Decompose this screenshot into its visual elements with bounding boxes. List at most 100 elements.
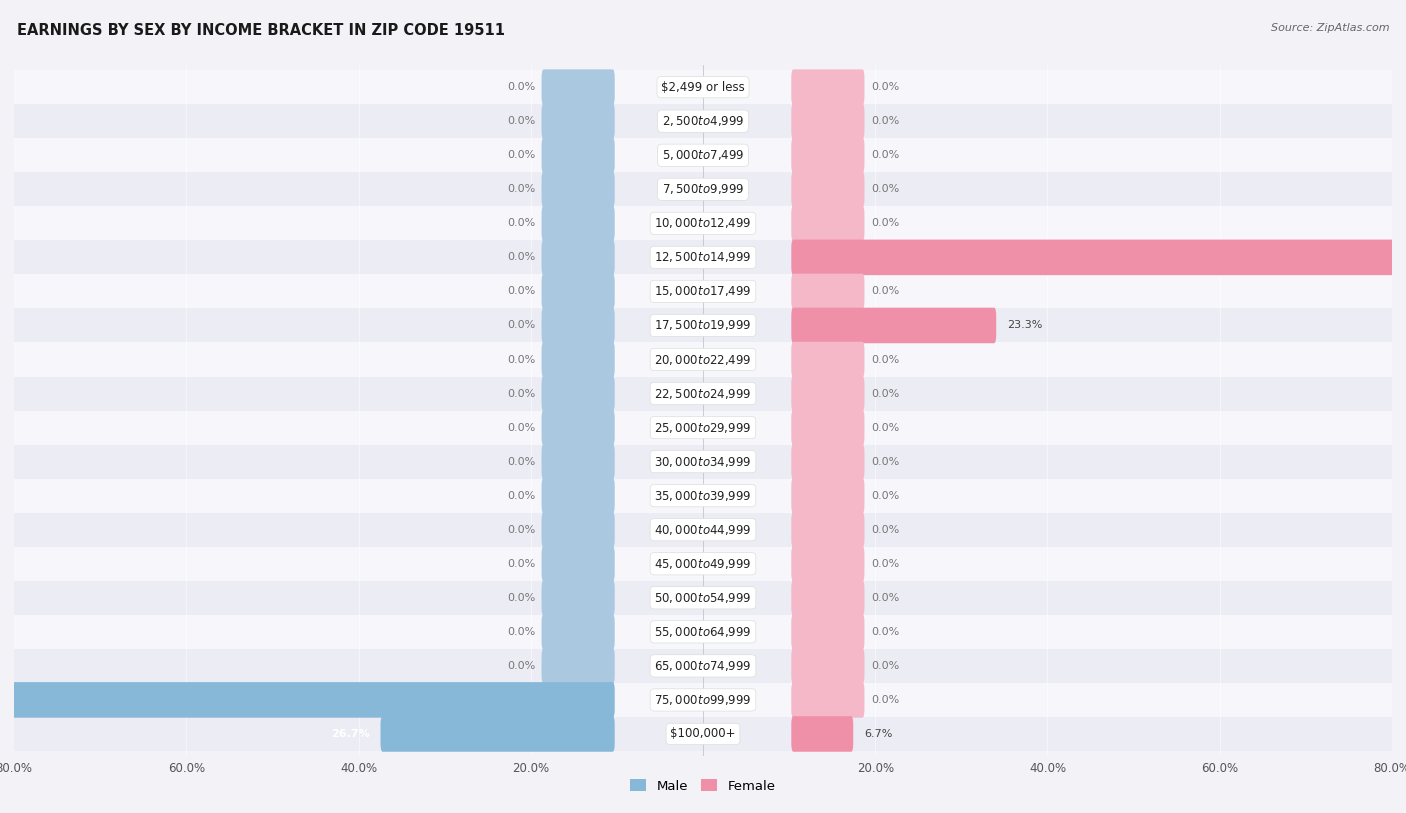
Bar (0, 207, 1406, 241)
FancyBboxPatch shape (792, 103, 865, 139)
Text: 0.0%: 0.0% (506, 593, 536, 602)
FancyBboxPatch shape (792, 648, 865, 684)
FancyBboxPatch shape (792, 341, 865, 377)
FancyBboxPatch shape (541, 614, 614, 650)
FancyBboxPatch shape (792, 206, 865, 241)
Text: 0.0%: 0.0% (506, 627, 536, 637)
Text: 0.0%: 0.0% (506, 252, 536, 263)
Text: Source: ZipAtlas.com: Source: ZipAtlas.com (1271, 23, 1389, 33)
FancyBboxPatch shape (541, 206, 614, 241)
Text: 0.0%: 0.0% (506, 491, 536, 501)
FancyBboxPatch shape (792, 716, 853, 752)
FancyBboxPatch shape (792, 512, 865, 547)
Text: $45,000 to $49,999: $45,000 to $49,999 (654, 557, 752, 571)
FancyBboxPatch shape (541, 240, 614, 275)
Text: $40,000 to $44,999: $40,000 to $44,999 (654, 523, 752, 537)
Text: 26.7%: 26.7% (330, 729, 370, 739)
FancyBboxPatch shape (541, 307, 614, 343)
Bar (0, 479, 1406, 513)
Text: 0.0%: 0.0% (506, 524, 536, 535)
Text: 6.7%: 6.7% (865, 729, 893, 739)
FancyBboxPatch shape (792, 172, 865, 207)
Text: 0.0%: 0.0% (870, 150, 900, 160)
Text: 0.0%: 0.0% (506, 150, 536, 160)
FancyBboxPatch shape (381, 716, 614, 752)
Bar (0, 104, 1406, 138)
FancyBboxPatch shape (541, 137, 614, 173)
Bar (0, 308, 1406, 342)
Text: 0.0%: 0.0% (506, 661, 536, 671)
FancyBboxPatch shape (792, 376, 865, 411)
Bar (0, 445, 1406, 479)
Text: 0.0%: 0.0% (506, 559, 536, 569)
Text: EARNINGS BY SEX BY INCOME BRACKET IN ZIP CODE 19511: EARNINGS BY SEX BY INCOME BRACKET IN ZIP… (17, 23, 505, 37)
Text: $15,000 to $17,499: $15,000 to $17,499 (654, 285, 752, 298)
Text: 0.0%: 0.0% (870, 116, 900, 126)
Text: 23.3%: 23.3% (1007, 320, 1042, 330)
Text: $50,000 to $54,999: $50,000 to $54,999 (654, 591, 752, 605)
Bar (0, 717, 1406, 751)
FancyBboxPatch shape (541, 512, 614, 547)
FancyBboxPatch shape (541, 648, 614, 684)
Text: $12,500 to $14,999: $12,500 to $14,999 (654, 250, 752, 264)
Text: 0.0%: 0.0% (870, 286, 900, 297)
Text: 0.0%: 0.0% (506, 457, 536, 467)
Text: 0.0%: 0.0% (870, 627, 900, 637)
Bar (0, 683, 1406, 717)
FancyBboxPatch shape (541, 103, 614, 139)
Text: 0.0%: 0.0% (506, 82, 536, 92)
FancyBboxPatch shape (792, 580, 865, 615)
Text: 0.0%: 0.0% (506, 116, 536, 126)
Text: 0.0%: 0.0% (506, 423, 536, 433)
Bar (0, 580, 1406, 615)
FancyBboxPatch shape (541, 341, 614, 377)
Text: 0.0%: 0.0% (506, 389, 536, 398)
Text: 0.0%: 0.0% (870, 524, 900, 535)
Text: 0.0%: 0.0% (506, 320, 536, 330)
Text: 0.0%: 0.0% (870, 219, 900, 228)
Text: $25,000 to $29,999: $25,000 to $29,999 (654, 420, 752, 435)
Text: 0.0%: 0.0% (870, 457, 900, 467)
Bar (0, 138, 1406, 172)
Text: $2,500 to $4,999: $2,500 to $4,999 (662, 114, 744, 128)
Text: $30,000 to $34,999: $30,000 to $34,999 (654, 454, 752, 468)
FancyBboxPatch shape (541, 444, 614, 480)
Text: $35,000 to $39,999: $35,000 to $39,999 (654, 489, 752, 502)
FancyBboxPatch shape (792, 614, 865, 650)
Text: $65,000 to $74,999: $65,000 to $74,999 (654, 659, 752, 673)
Text: $2,499 or less: $2,499 or less (661, 80, 745, 93)
Text: $100,000+: $100,000+ (671, 728, 735, 741)
Text: $7,500 to $9,999: $7,500 to $9,999 (662, 182, 744, 196)
FancyBboxPatch shape (792, 274, 865, 309)
Text: $10,000 to $12,499: $10,000 to $12,499 (654, 216, 752, 230)
Text: $55,000 to $64,999: $55,000 to $64,999 (654, 625, 752, 639)
FancyBboxPatch shape (792, 682, 865, 718)
Bar (0, 513, 1406, 546)
Text: 0.0%: 0.0% (870, 423, 900, 433)
Text: 0.0%: 0.0% (506, 286, 536, 297)
FancyBboxPatch shape (0, 682, 614, 718)
Text: 0.0%: 0.0% (870, 389, 900, 398)
Text: 0.0%: 0.0% (870, 82, 900, 92)
Text: 0.0%: 0.0% (870, 185, 900, 194)
Text: 0.0%: 0.0% (870, 354, 900, 364)
Text: 0.0%: 0.0% (870, 695, 900, 705)
Text: 0.0%: 0.0% (870, 593, 900, 602)
FancyBboxPatch shape (541, 172, 614, 207)
FancyBboxPatch shape (541, 478, 614, 514)
Bar (0, 275, 1406, 308)
Bar (0, 649, 1406, 683)
Text: $17,500 to $19,999: $17,500 to $19,999 (654, 319, 752, 333)
Legend: Male, Female: Male, Female (626, 774, 780, 798)
Bar (0, 342, 1406, 376)
FancyBboxPatch shape (792, 69, 865, 105)
Bar (0, 172, 1406, 207)
FancyBboxPatch shape (541, 274, 614, 309)
Text: 0.0%: 0.0% (870, 559, 900, 569)
Text: $5,000 to $7,499: $5,000 to $7,499 (662, 148, 744, 163)
Bar (0, 615, 1406, 649)
FancyBboxPatch shape (541, 376, 614, 411)
Text: 0.0%: 0.0% (506, 185, 536, 194)
FancyBboxPatch shape (792, 444, 865, 480)
Bar (0, 70, 1406, 104)
